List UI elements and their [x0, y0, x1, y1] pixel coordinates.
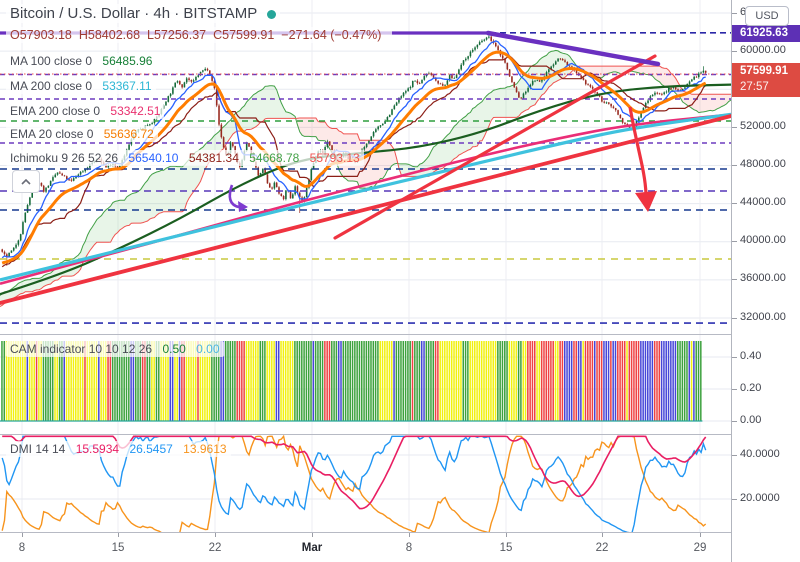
time-axis[interactable]: 8 15 22 Mar 8 15 22 29: [0, 533, 731, 562]
last-price-badge: 57599.91 27:57: [732, 63, 800, 97]
time-axis-label: 8: [405, 542, 413, 554]
price-axis-label: 52000.00: [740, 120, 786, 132]
time-axis-tick: [409, 533, 410, 537]
time-axis-label: Mar: [301, 542, 323, 554]
symbol-title-row[interactable]: Bitcoin / U.S. Dollar · 4h · BITSTAMP: [6, 4, 281, 23]
price-axis[interactable]: USD 61925.63 57599.91 27:57 64000.006000…: [731, 0, 800, 562]
alert-price-badge: 61925.63: [732, 24, 800, 42]
bar-countdown: 27:57: [740, 81, 769, 93]
indicator-row-cam[interactable]: CAM indicator 10 10 12 26 0.50 0.00: [6, 341, 224, 357]
ema20-value: 55636.72: [103, 127, 154, 141]
cam-indicator-canvas[interactable]: [0, 335, 731, 434]
dmi-axis-label: 20.0000: [740, 492, 780, 504]
time-axis-tick: [22, 533, 23, 537]
price-axis-label: 44000.00: [740, 196, 786, 208]
axis-tick: [732, 389, 737, 390]
ichimoku-conversion-value: 56540.10: [128, 151, 179, 165]
pane-separator: [0, 532, 731, 533]
ema200-value: 53342.51: [110, 104, 161, 118]
ichimoku-lead-b-value: 55793.13: [309, 151, 360, 165]
axis-tick: [732, 357, 737, 358]
change-value: −271.64 (−0.47%): [281, 28, 382, 42]
ichimoku-lead-a-value: 54668.78: [249, 151, 300, 165]
axis-tick: [732, 279, 737, 280]
time-axis-label: 8: [18, 542, 26, 554]
axis-tick: [732, 165, 737, 166]
indicator-row-ema20[interactable]: EMA 20 close 0 55636.72: [6, 126, 158, 142]
cam-value-2: 0.00: [196, 342, 220, 356]
indicator-row-ichimoku[interactable]: Ichimoku 9 26 52 26 56540.10 54381.34 54…: [6, 150, 364, 166]
pane-separator[interactable]: [0, 434, 731, 435]
axis-tick: [732, 13, 737, 14]
time-axis-tick: [118, 533, 119, 537]
ma200-value: 53367.11: [102, 79, 152, 93]
indicator-row-ma100[interactable]: MA 100 close 0 56485.96: [6, 53, 157, 69]
dmi-adx-value: 15.5934: [75, 442, 120, 456]
symbol-title: Bitcoin / U.S. Dollar · 4h · BITSTAMP: [10, 5, 258, 22]
time-axis-tick: [312, 533, 313, 537]
ohlc-values-row: O57903.18 H58402.68 L57256.37 C57599.91 −271…: [6, 27, 393, 43]
chevron-up-icon: [21, 178, 31, 185]
collapse-legend-button[interactable]: [12, 170, 40, 193]
price-axis-label: 60000.00: [740, 44, 786, 56]
axis-tick: [732, 51, 737, 52]
time-axis-tick: [506, 533, 507, 537]
price-axis-label: 40000.00: [740, 234, 786, 246]
dmi-minus-di-value: 13.9613: [183, 442, 227, 456]
main-chart-canvas[interactable]: [0, 0, 731, 334]
axis-tick: [732, 499, 737, 500]
cam-axis-label: 0.00: [740, 414, 762, 426]
axis-tick: [732, 455, 737, 456]
indicator-row-ma200[interactable]: MA 200 close 0 53367.11: [6, 78, 156, 94]
time-axis-tick: [215, 533, 216, 537]
dmi-axis-label: 40.0000: [740, 448, 780, 460]
time-axis-label: 22: [208, 542, 222, 554]
time-axis-label: 29: [693, 542, 707, 554]
price-axis-label: 32000.00: [740, 311, 786, 323]
cam-value-1: 0.50: [162, 342, 186, 356]
currency-toggle-button[interactable]: USD: [745, 6, 789, 26]
time-axis-label: 15: [111, 542, 125, 554]
cam-axis-label: 0.40: [740, 350, 762, 362]
ichimoku-base-value: 54381.34: [188, 151, 239, 165]
axis-tick: [732, 241, 737, 242]
indicator-row-ema200[interactable]: EMA 200 close 0 53342.51: [6, 103, 165, 119]
dmi-plus-di-value: 26.5457: [129, 442, 173, 456]
close-value: C57599.91: [213, 28, 275, 42]
ma100-value: 56485.96: [102, 54, 153, 68]
price-axis-label: 36000.00: [740, 272, 786, 284]
time-axis-label: 15: [499, 542, 513, 554]
low-value: L57256.37: [147, 28, 207, 42]
high-value: H58402.68: [78, 28, 141, 42]
cam-axis-label: 0.20: [740, 382, 762, 394]
market-status-icon: [267, 10, 277, 19]
axis-tick: [732, 203, 737, 204]
pane-separator[interactable]: [0, 334, 731, 335]
time-axis-tick: [700, 533, 701, 537]
time-axis-tick: [602, 533, 603, 537]
price-axis-label: 48000.00: [740, 158, 786, 170]
axis-tick: [732, 127, 737, 128]
open-value: O57903.18: [10, 28, 72, 42]
indicator-row-dmi[interactable]: DMI 14 14 15.5934 26.5457 13.9613: [6, 441, 231, 457]
axis-tick: [732, 421, 737, 422]
time-axis-label: 22: [595, 542, 609, 554]
axis-tick: [732, 318, 737, 319]
last-price-value: 57599.91: [740, 65, 788, 77]
